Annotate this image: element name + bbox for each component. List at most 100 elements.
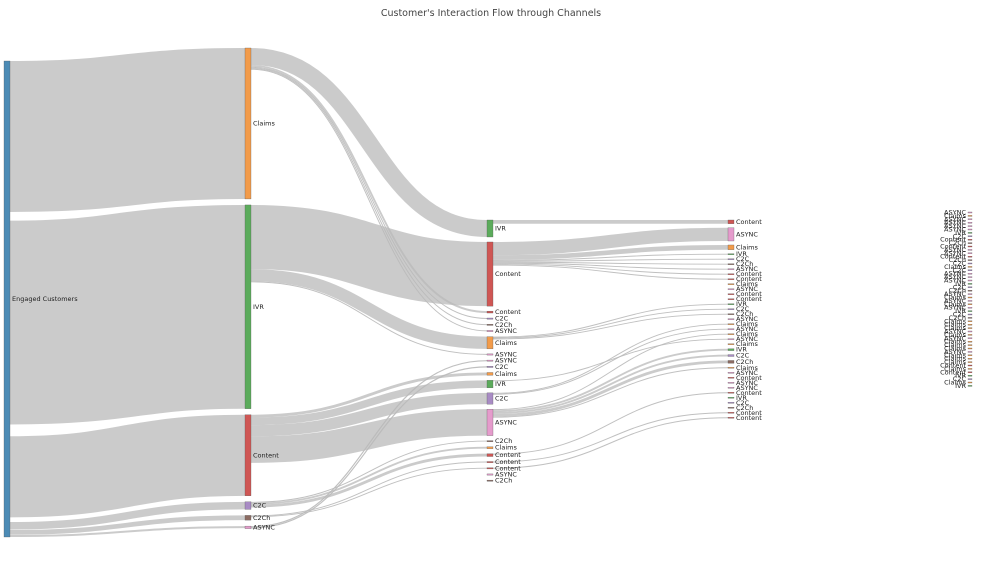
node-label: Claims (944, 351, 966, 359)
node-c2c (967, 269, 973, 271)
node-async (486, 353, 494, 356)
node-label: ASYNC (495, 327, 517, 335)
node-label: Content (940, 253, 966, 261)
node-c2ch (727, 263, 735, 265)
node-claims (967, 215, 973, 217)
node-async (727, 387, 735, 389)
node-label: C2Ch (736, 310, 753, 318)
node-async (967, 337, 973, 339)
flow-link (250, 440, 488, 503)
node-c2ch (486, 440, 494, 442)
flow-link (492, 417, 729, 469)
nodes-layer (3, 47, 973, 538)
node-c2c (244, 501, 252, 510)
labels-layer: Engaged Customers Claims IVR Content C2C C2Ch… (12, 119, 967, 531)
node-label: ASYNC (944, 226, 966, 234)
node-ivr (967, 283, 973, 285)
node-label: Engaged Customers (12, 295, 78, 303)
node-label: IVR (253, 303, 264, 311)
node-label: Claims (253, 119, 275, 127)
node-async (967, 211, 973, 214)
node-claims (486, 446, 494, 449)
node-async (967, 276, 973, 278)
flow-link (250, 409, 488, 463)
node-label: ASYNC (253, 523, 275, 531)
node-label: ASYNC (944, 273, 966, 281)
flow-link (492, 308, 729, 339)
node-claims (727, 367, 735, 369)
node-label: ASYNC (944, 290, 966, 298)
flow-link (9, 515, 246, 535)
node-label: Claims (944, 331, 966, 339)
node-c2ch (967, 259, 973, 261)
node-label: ASYNC (495, 350, 517, 358)
node-label: ASYNC (736, 265, 758, 273)
node-label: ASYNC (495, 357, 517, 365)
node-c2ch (244, 515, 252, 521)
node-c2c (727, 354, 735, 357)
node-ivr (486, 219, 494, 238)
node-c2c (486, 366, 494, 368)
flow-link (492, 348, 729, 413)
node-c2c (967, 378, 973, 380)
node-label: ASYNC (736, 230, 758, 238)
node-async (967, 351, 973, 353)
node-async (727, 288, 735, 290)
node-content (967, 364, 973, 367)
node-label: Content (495, 451, 521, 459)
node-label: Claims (736, 340, 758, 348)
node-async (967, 228, 973, 231)
node-label: ASYNC (736, 315, 758, 323)
node-label: ASYNC (944, 219, 966, 227)
node-label: IVR (955, 229, 966, 237)
node-engaged-customers (3, 60, 11, 538)
node-label: Content (495, 458, 521, 466)
node-label: ASYNC (736, 379, 758, 387)
node-claims (967, 324, 973, 326)
node-label: IVR (955, 382, 966, 390)
node-claims (967, 327, 973, 329)
node-content (486, 310, 494, 314)
node-ivr (727, 253, 735, 255)
node-label: C2C (495, 395, 509, 403)
node-label: IVR (736, 394, 747, 402)
node-label: C2C (253, 502, 267, 510)
flow-link (250, 392, 488, 437)
node-label: Claims (944, 317, 966, 325)
node-c2c (967, 286, 973, 288)
node-label: ASYNC (944, 348, 966, 356)
node-label: C2Ch (949, 314, 966, 322)
node-c2ch (486, 479, 494, 482)
node-claims (486, 336, 494, 350)
node-label: ASYNC (944, 304, 966, 312)
node-claims (727, 244, 735, 250)
node-label: C2Ch (495, 437, 512, 445)
node-claims (967, 361, 973, 363)
node-label: Claims (944, 345, 966, 353)
node-claims (967, 354, 973, 356)
flow-link (492, 323, 729, 394)
node-content (967, 239, 973, 241)
flow-link (250, 281, 488, 355)
flow-link (9, 526, 246, 537)
node-label: Claims (944, 263, 966, 271)
node-label: C2C (736, 352, 750, 360)
node-label: C2Ch (949, 287, 966, 295)
flow-link (250, 48, 488, 237)
node-content (967, 256, 973, 258)
node-async (967, 218, 973, 220)
flow-link (492, 253, 729, 261)
node-ivr (967, 232, 973, 234)
node-label: C2Ch (949, 256, 966, 264)
flow-link (250, 461, 488, 517)
node-ivr (727, 348, 735, 351)
node-label: Claims (736, 330, 758, 338)
node-label: C2C (953, 375, 967, 383)
node-async (967, 225, 973, 227)
flow-link (250, 204, 488, 307)
node-label: C2Ch (253, 514, 270, 522)
node-c2c (967, 235, 973, 237)
node-c2ch (486, 324, 494, 326)
node-async (486, 473, 494, 476)
node-label: IVR (955, 307, 966, 315)
